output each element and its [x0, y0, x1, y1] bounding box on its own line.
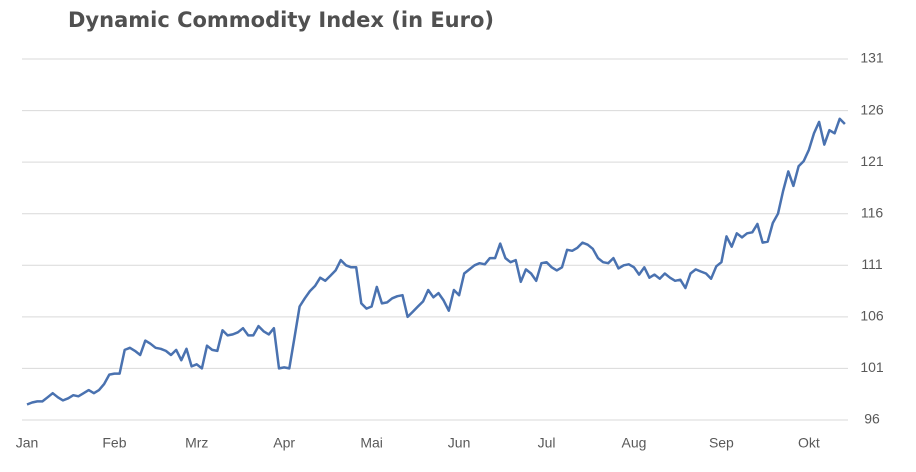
x-tick-label: Sep — [709, 435, 734, 451]
y-tick-label: 96 — [864, 411, 880, 427]
y-tick-label: 121 — [860, 153, 884, 169]
x-tick-label: Okt — [798, 435, 820, 451]
y-tick-label: 111 — [861, 256, 882, 272]
x-tick-label: Apr — [273, 435, 295, 451]
x-tick-label: Jun — [448, 435, 471, 451]
y-tick-label: 106 — [860, 308, 884, 324]
chart-title: Dynamic Commodity Index (in Euro) — [68, 8, 494, 32]
x-tick-label: Jan — [16, 435, 39, 451]
y-tick-label: 101 — [860, 359, 884, 375]
data-line — [26, 117, 846, 406]
x-tick-label: Mrz — [185, 435, 208, 451]
y-tick-label: 131 — [860, 50, 884, 66]
x-tick-label: Jul — [538, 435, 556, 451]
x-tick-label: Mai — [360, 435, 383, 451]
y-tick-label: 126 — [860, 101, 884, 117]
y-tick-label: 116 — [861, 204, 884, 220]
x-tick-label: Feb — [102, 435, 126, 451]
x-tick-label: Aug — [622, 435, 647, 451]
